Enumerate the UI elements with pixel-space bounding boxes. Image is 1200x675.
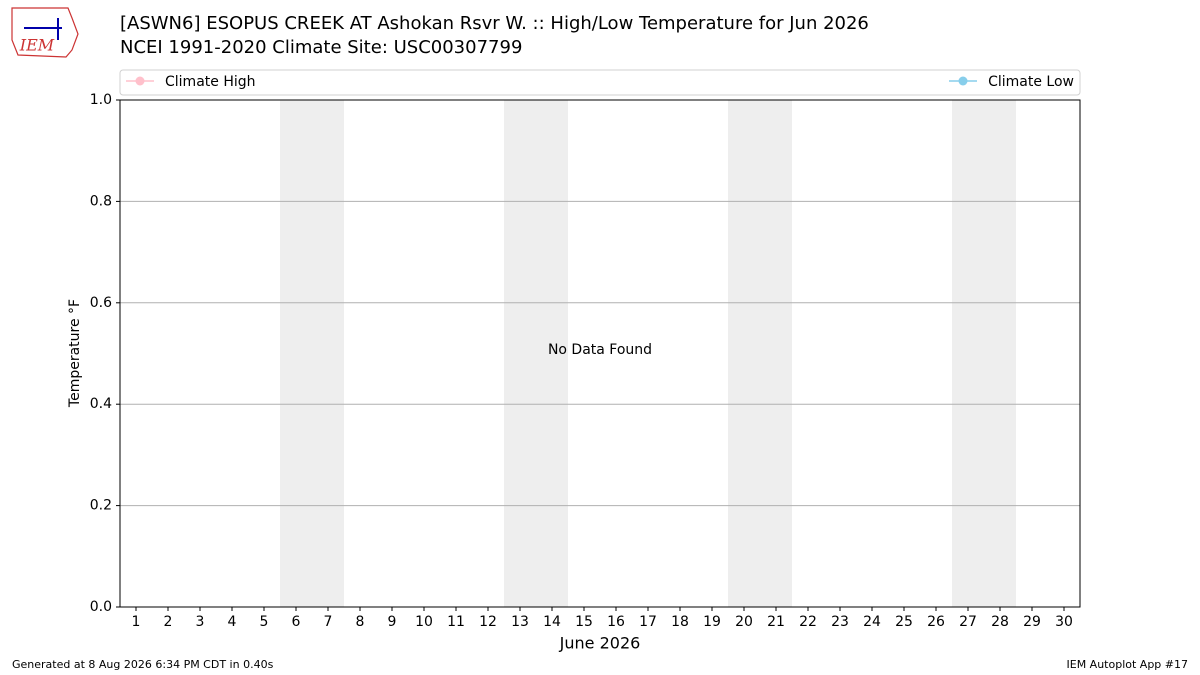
- x-tick-label: 27: [959, 614, 977, 630]
- x-tick-label: 12: [479, 614, 497, 630]
- legend-marker: [958, 76, 968, 86]
- footer-right: IEM Autoplot App #17: [1067, 658, 1189, 671]
- x-tick-label: 3: [196, 614, 205, 630]
- x-tick-label: 6: [292, 614, 301, 630]
- weekend-band: [984, 100, 1016, 607]
- weekend-band: [504, 100, 536, 607]
- logo-text: IEM: [19, 36, 55, 55]
- weekend-band: [536, 100, 568, 607]
- x-tick-label: 19: [703, 614, 721, 630]
- x-tick-label: 4: [228, 614, 237, 630]
- x-tick-label: 26: [927, 614, 945, 630]
- x-tick-label: 5: [260, 614, 269, 630]
- annotation: No Data Found: [548, 342, 652, 358]
- x-tick-label: 17: [639, 614, 657, 630]
- weekend-band: [280, 100, 312, 607]
- x-tick-label: 9: [388, 614, 397, 630]
- weekend-band: [312, 100, 344, 607]
- x-tick-label: 20: [735, 614, 753, 630]
- y-tick-label: 0.2: [90, 498, 112, 514]
- x-tick-label: 23: [831, 614, 849, 630]
- x-tick-label: 24: [863, 614, 881, 630]
- x-tick-label: 18: [671, 614, 689, 630]
- chart-subtitle: NCEI 1991-2020 Climate Site: USC00307799: [120, 37, 522, 58]
- x-tick-label: 11: [447, 614, 465, 630]
- chart-title: [ASWN6] ESOPUS CREEK AT Ashokan Rsvr W. …: [120, 13, 869, 34]
- plot-frame: [119, 99, 1081, 608]
- x-axis-label: June 2026: [559, 634, 641, 653]
- y-tick-label: 0.4: [90, 396, 112, 412]
- logo-outline: [11, 7, 79, 58]
- weekend-band: [952, 100, 984, 607]
- x-tick-label: 1: [132, 614, 141, 630]
- x-tick-label: 13: [511, 614, 529, 630]
- x-tick-label: 8: [356, 614, 365, 630]
- y-axis-label: Temperature °F: [67, 299, 83, 408]
- x-tick-label: 14: [543, 614, 561, 630]
- x-tick-label: 16: [607, 614, 625, 630]
- x-tick-label: 30: [1055, 614, 1073, 630]
- x-tick-label: 10: [415, 614, 433, 630]
- x-tick-label: 29: [1023, 614, 1041, 630]
- logo: IEM: [11, 7, 79, 58]
- x-tick-label: 22: [799, 614, 817, 630]
- y-tick-label: 0.0: [90, 599, 112, 615]
- y-tick-label: 0.8: [90, 193, 112, 209]
- x-tick-label: 7: [324, 614, 333, 630]
- y-tick-label: 0.6: [90, 295, 112, 311]
- x-tick-label: 21: [767, 614, 785, 630]
- x-tick-label: 28: [991, 614, 1009, 630]
- legend-marker: [135, 76, 145, 86]
- y-tick-label: 1.0: [90, 92, 112, 108]
- x-tick-label: 15: [575, 614, 593, 630]
- legend-box: [119, 69, 1081, 96]
- weekend-band: [728, 100, 760, 607]
- x-tick-label: 25: [895, 614, 913, 630]
- legend-label: Climate Low: [988, 74, 1074, 90]
- weekend-band: [760, 100, 792, 607]
- x-tick-label: 2: [164, 614, 173, 630]
- footer-left: Generated at 8 Aug 2026 6:34 PM CDT in 0…: [12, 658, 274, 671]
- legend-label: Climate High: [165, 74, 256, 90]
